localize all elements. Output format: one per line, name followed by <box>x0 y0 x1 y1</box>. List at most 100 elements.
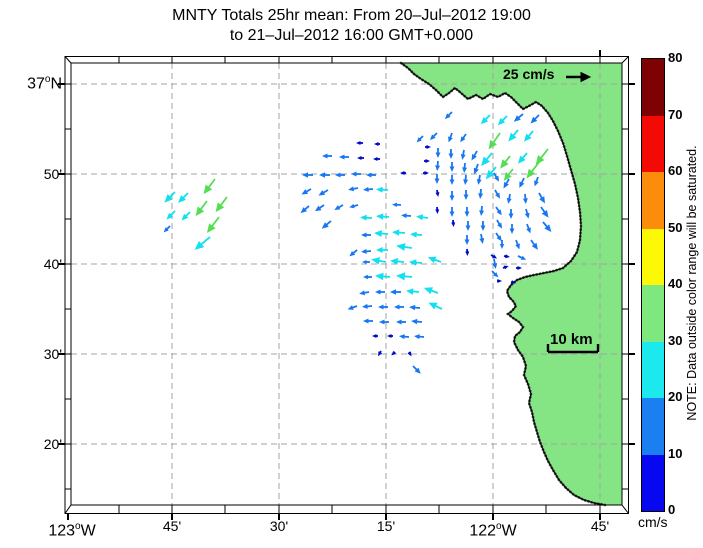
current-vector-head <box>394 304 400 310</box>
colorbar-tick-labels: 80 70 60 50 40 30 20 10 0 <box>668 50 698 517</box>
coastline <box>400 62 606 506</box>
frame-tick-dividers <box>65 56 629 514</box>
current-vector-head <box>401 213 407 219</box>
current-vector-head <box>378 351 383 357</box>
current-vector-shaft <box>382 275 391 278</box>
x-tick-45m-east: 45' <box>590 518 610 534</box>
current-vector-shaft <box>199 200 208 211</box>
current-vector-head <box>544 224 552 232</box>
current-vector-shaft <box>530 239 536 246</box>
current-vector-head <box>414 334 420 340</box>
current-vector-head <box>373 156 378 162</box>
current-vector-head <box>479 210 485 216</box>
current-vector-head <box>495 192 500 199</box>
current-vector-shaft <box>490 166 497 174</box>
current-vector-shaft <box>415 261 423 264</box>
current-vector-head <box>409 259 417 266</box>
colorbar-tick: 50 <box>668 219 683 235</box>
x-tick-15m: 15' <box>376 518 396 534</box>
current-vector-head <box>409 304 416 311</box>
current-vector-head <box>462 167 468 173</box>
scale-bar <box>546 344 600 354</box>
current-vector-head <box>391 350 397 356</box>
colorbar-unit-label: cm/s <box>638 514 668 530</box>
current-vector-head <box>360 214 367 221</box>
current-vector-shaft <box>540 206 546 214</box>
current-vector-head <box>319 172 326 178</box>
current-vector-head <box>411 318 418 325</box>
current-vector-head <box>519 181 525 188</box>
current-vector-head <box>515 243 520 250</box>
current-vector-head <box>427 256 437 264</box>
current-vector-head <box>194 240 205 250</box>
current-vector-shaft <box>484 114 491 121</box>
current-vector-shaft <box>184 211 191 218</box>
current-vectors <box>163 111 552 374</box>
current-vector-head <box>426 144 431 150</box>
current-vector-head <box>301 189 309 195</box>
current-vector-head <box>435 152 441 158</box>
current-vector-shaft <box>521 152 528 160</box>
colorbar-tick: 0 <box>668 502 676 517</box>
current-vector-head <box>357 155 362 161</box>
current-vector-head <box>497 222 502 229</box>
current-vector-head <box>479 238 485 244</box>
colorbar-band <box>642 115 664 172</box>
current-vector-shaft <box>539 148 549 160</box>
current-vector-head <box>429 134 436 141</box>
current-vector-head <box>334 205 341 210</box>
current-vector-head <box>481 156 490 167</box>
current-vector-head <box>366 172 372 178</box>
current-vector-head <box>379 319 385 325</box>
current-vector-shaft <box>211 216 220 228</box>
current-vector-head <box>449 166 455 172</box>
current-vector-head <box>423 287 433 295</box>
current-vector-head <box>488 139 498 150</box>
current-vector-head <box>503 265 509 270</box>
plot-title-line1: MNTY Totals 25hr mean: From 20–Jul–2012 … <box>172 7 531 24</box>
current-vector-head <box>534 180 539 187</box>
current-vector-head <box>374 141 379 147</box>
current-vector-head <box>178 195 186 203</box>
current-vector-head <box>195 206 205 217</box>
current-vector-head <box>526 168 536 179</box>
current-vector-shaft <box>219 196 228 207</box>
current-vector-head <box>359 290 365 296</box>
current-vector-head <box>478 193 484 199</box>
current-vector-head <box>435 165 441 171</box>
current-vector-head <box>349 203 355 209</box>
current-vector-head <box>492 263 498 269</box>
current-vector-head <box>372 333 377 339</box>
current-vector-head <box>392 229 400 236</box>
current-vector-shaft <box>507 168 514 176</box>
current-vector-head <box>464 239 470 245</box>
colorbar-tick: 20 <box>668 389 683 404</box>
current-vector-head <box>163 227 169 233</box>
colorbar-band <box>642 172 664 229</box>
colorbar-band <box>642 59 664 116</box>
current-vector-head <box>396 319 402 325</box>
current-vector-head <box>526 227 531 234</box>
current-vector-head <box>541 209 549 218</box>
y-tick-20m: 20' <box>43 436 62 452</box>
current-vector-shaft <box>530 160 541 173</box>
current-vector-head <box>348 186 354 192</box>
x-tick-45m-west: 45' <box>162 518 182 534</box>
current-vector-head <box>493 272 499 278</box>
current-vector-head <box>449 195 455 201</box>
current-vector-head <box>463 194 469 200</box>
current-vector-head <box>424 170 429 176</box>
current-vector-head <box>435 192 440 197</box>
reference-vector-arrow <box>566 71 592 83</box>
y-tick-40m: 40' <box>43 256 62 272</box>
current-vector-shaft <box>403 245 413 249</box>
current-vector-head <box>471 153 477 161</box>
y-tick-30m: 30' <box>43 346 62 362</box>
current-vector-head <box>396 272 406 281</box>
current-vector-head <box>434 178 440 184</box>
current-vector-head <box>513 115 521 122</box>
current-vector-head <box>517 265 522 271</box>
current-vector-head <box>485 169 495 180</box>
current-vector-head <box>508 213 514 219</box>
